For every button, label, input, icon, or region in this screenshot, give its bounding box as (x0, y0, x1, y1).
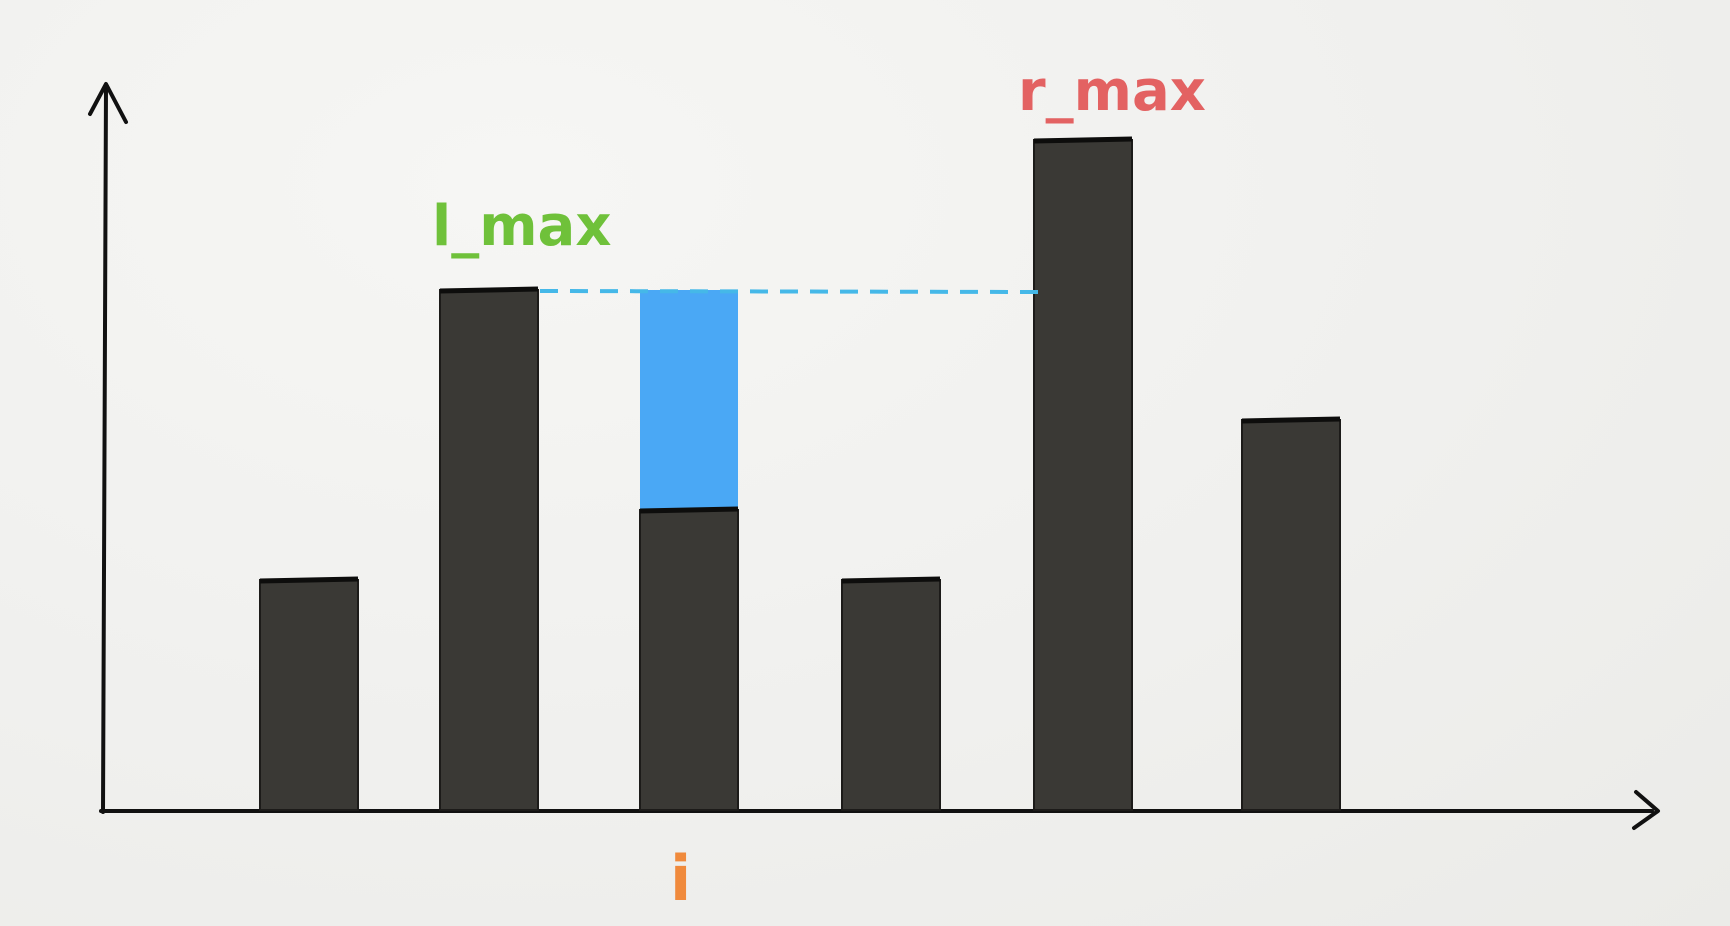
water-fill (640, 290, 738, 510)
water-level-dashed-line (539, 289, 1039, 294)
x-axis-arrowhead (1632, 790, 1660, 830)
right-max-label: r_max (1018, 59, 1206, 124)
bar-top-edge (439, 286, 539, 294)
left-max-label: l_max (432, 194, 611, 259)
bar-top-edge (1033, 136, 1133, 144)
bar-top-edge (841, 576, 941, 584)
y-axis-arrowhead (88, 82, 128, 124)
bar-6 (1241, 419, 1341, 811)
bar-2 (439, 289, 539, 811)
bar-4 (841, 579, 941, 811)
bar-top-edge (1241, 416, 1341, 424)
bar-top-edge (259, 576, 359, 584)
bar-1 (259, 579, 359, 811)
y-axis-line (101, 84, 108, 814)
index-label: i (670, 842, 691, 915)
bar-index-i (639, 509, 739, 811)
bar-top-edge (639, 506, 739, 514)
bar-5 (1033, 139, 1133, 811)
bars-group (259, 136, 1341, 811)
